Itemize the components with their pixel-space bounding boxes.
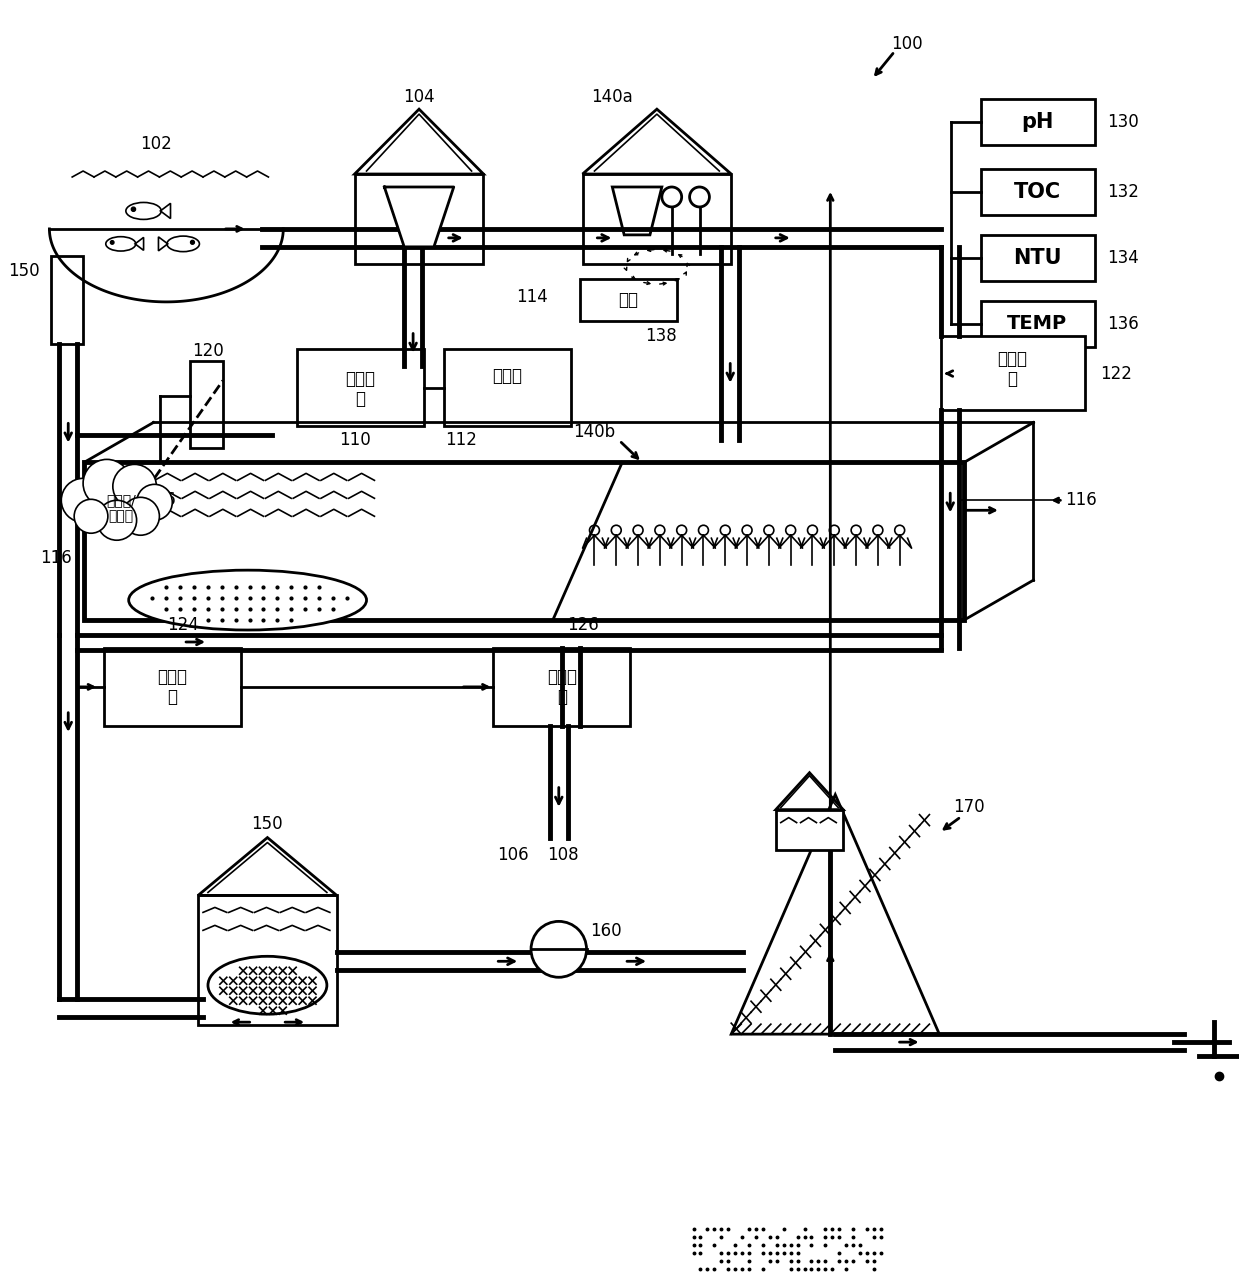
Text: 校准源: 校准源 — [492, 367, 522, 385]
Bar — [84, 463, 965, 620]
Text: 150: 150 — [252, 815, 283, 833]
Text: 器: 器 — [557, 688, 567, 706]
Text: 160: 160 — [590, 922, 622, 940]
Text: 116: 116 — [1065, 491, 1097, 509]
Text: 106: 106 — [497, 845, 529, 863]
Bar — [981, 235, 1095, 281]
Text: 112: 112 — [445, 431, 476, 449]
Text: 104: 104 — [403, 88, 435, 106]
Bar — [941, 335, 1085, 411]
Text: 150: 150 — [7, 262, 40, 280]
Text: 114: 114 — [516, 288, 548, 306]
Bar — [444, 349, 570, 426]
Bar — [190, 361, 223, 449]
Bar — [51, 256, 83, 344]
Circle shape — [110, 240, 114, 244]
Text: 140a: 140a — [591, 88, 634, 106]
Text: 器: 器 — [1008, 370, 1018, 388]
Bar — [298, 349, 424, 426]
Text: 硬度: 硬度 — [619, 290, 639, 308]
Bar — [981, 169, 1095, 215]
Bar — [776, 810, 843, 849]
Circle shape — [122, 498, 160, 535]
Text: 光学仪: 光学仪 — [346, 370, 376, 388]
Bar — [104, 648, 241, 725]
Text: 广域网/: 广域网/ — [105, 494, 135, 508]
Circle shape — [136, 485, 172, 521]
Bar — [583, 174, 732, 263]
Bar — [981, 100, 1095, 145]
Circle shape — [113, 464, 156, 508]
Circle shape — [74, 499, 108, 533]
Text: 器: 器 — [167, 688, 177, 706]
Text: 170: 170 — [954, 798, 985, 816]
Text: 140b: 140b — [573, 423, 615, 441]
Polygon shape — [732, 794, 940, 1035]
Text: 138: 138 — [645, 326, 677, 344]
Text: 126: 126 — [567, 616, 599, 634]
Text: 132: 132 — [1107, 183, 1138, 201]
Text: 122: 122 — [1100, 365, 1132, 382]
Text: 器: 器 — [356, 390, 366, 408]
Bar — [355, 174, 484, 263]
Ellipse shape — [208, 957, 327, 1014]
Text: pH: pH — [1022, 113, 1054, 132]
Circle shape — [131, 207, 135, 211]
Circle shape — [61, 478, 105, 522]
Ellipse shape — [129, 570, 367, 631]
Text: 因特网: 因特网 — [108, 509, 134, 523]
Circle shape — [97, 500, 136, 540]
Text: 116: 116 — [41, 549, 72, 567]
Text: 110: 110 — [339, 431, 371, 449]
Circle shape — [531, 921, 587, 977]
Circle shape — [191, 240, 195, 244]
Text: 102: 102 — [140, 136, 172, 153]
Text: 光学仪: 光学仪 — [157, 668, 187, 686]
Text: NTU: NTU — [1013, 248, 1061, 267]
Text: 光学仪: 光学仪 — [998, 349, 1028, 367]
Text: TOC: TOC — [1014, 182, 1061, 202]
Bar — [198, 895, 337, 1026]
Bar — [494, 648, 630, 725]
Text: 124: 124 — [167, 616, 200, 634]
Bar — [981, 301, 1095, 347]
Text: 100: 100 — [890, 36, 923, 54]
Text: 136: 136 — [1107, 315, 1138, 333]
Text: 134: 134 — [1107, 249, 1138, 267]
Text: 108: 108 — [547, 845, 579, 863]
Text: 光学仪: 光学仪 — [547, 668, 577, 686]
Text: 130: 130 — [1107, 113, 1138, 132]
Bar — [579, 279, 677, 321]
Circle shape — [83, 459, 130, 508]
Text: TEMP: TEMP — [1007, 315, 1068, 334]
Polygon shape — [384, 187, 454, 247]
Text: 116: 116 — [145, 491, 176, 509]
Text: 120: 120 — [192, 341, 224, 359]
